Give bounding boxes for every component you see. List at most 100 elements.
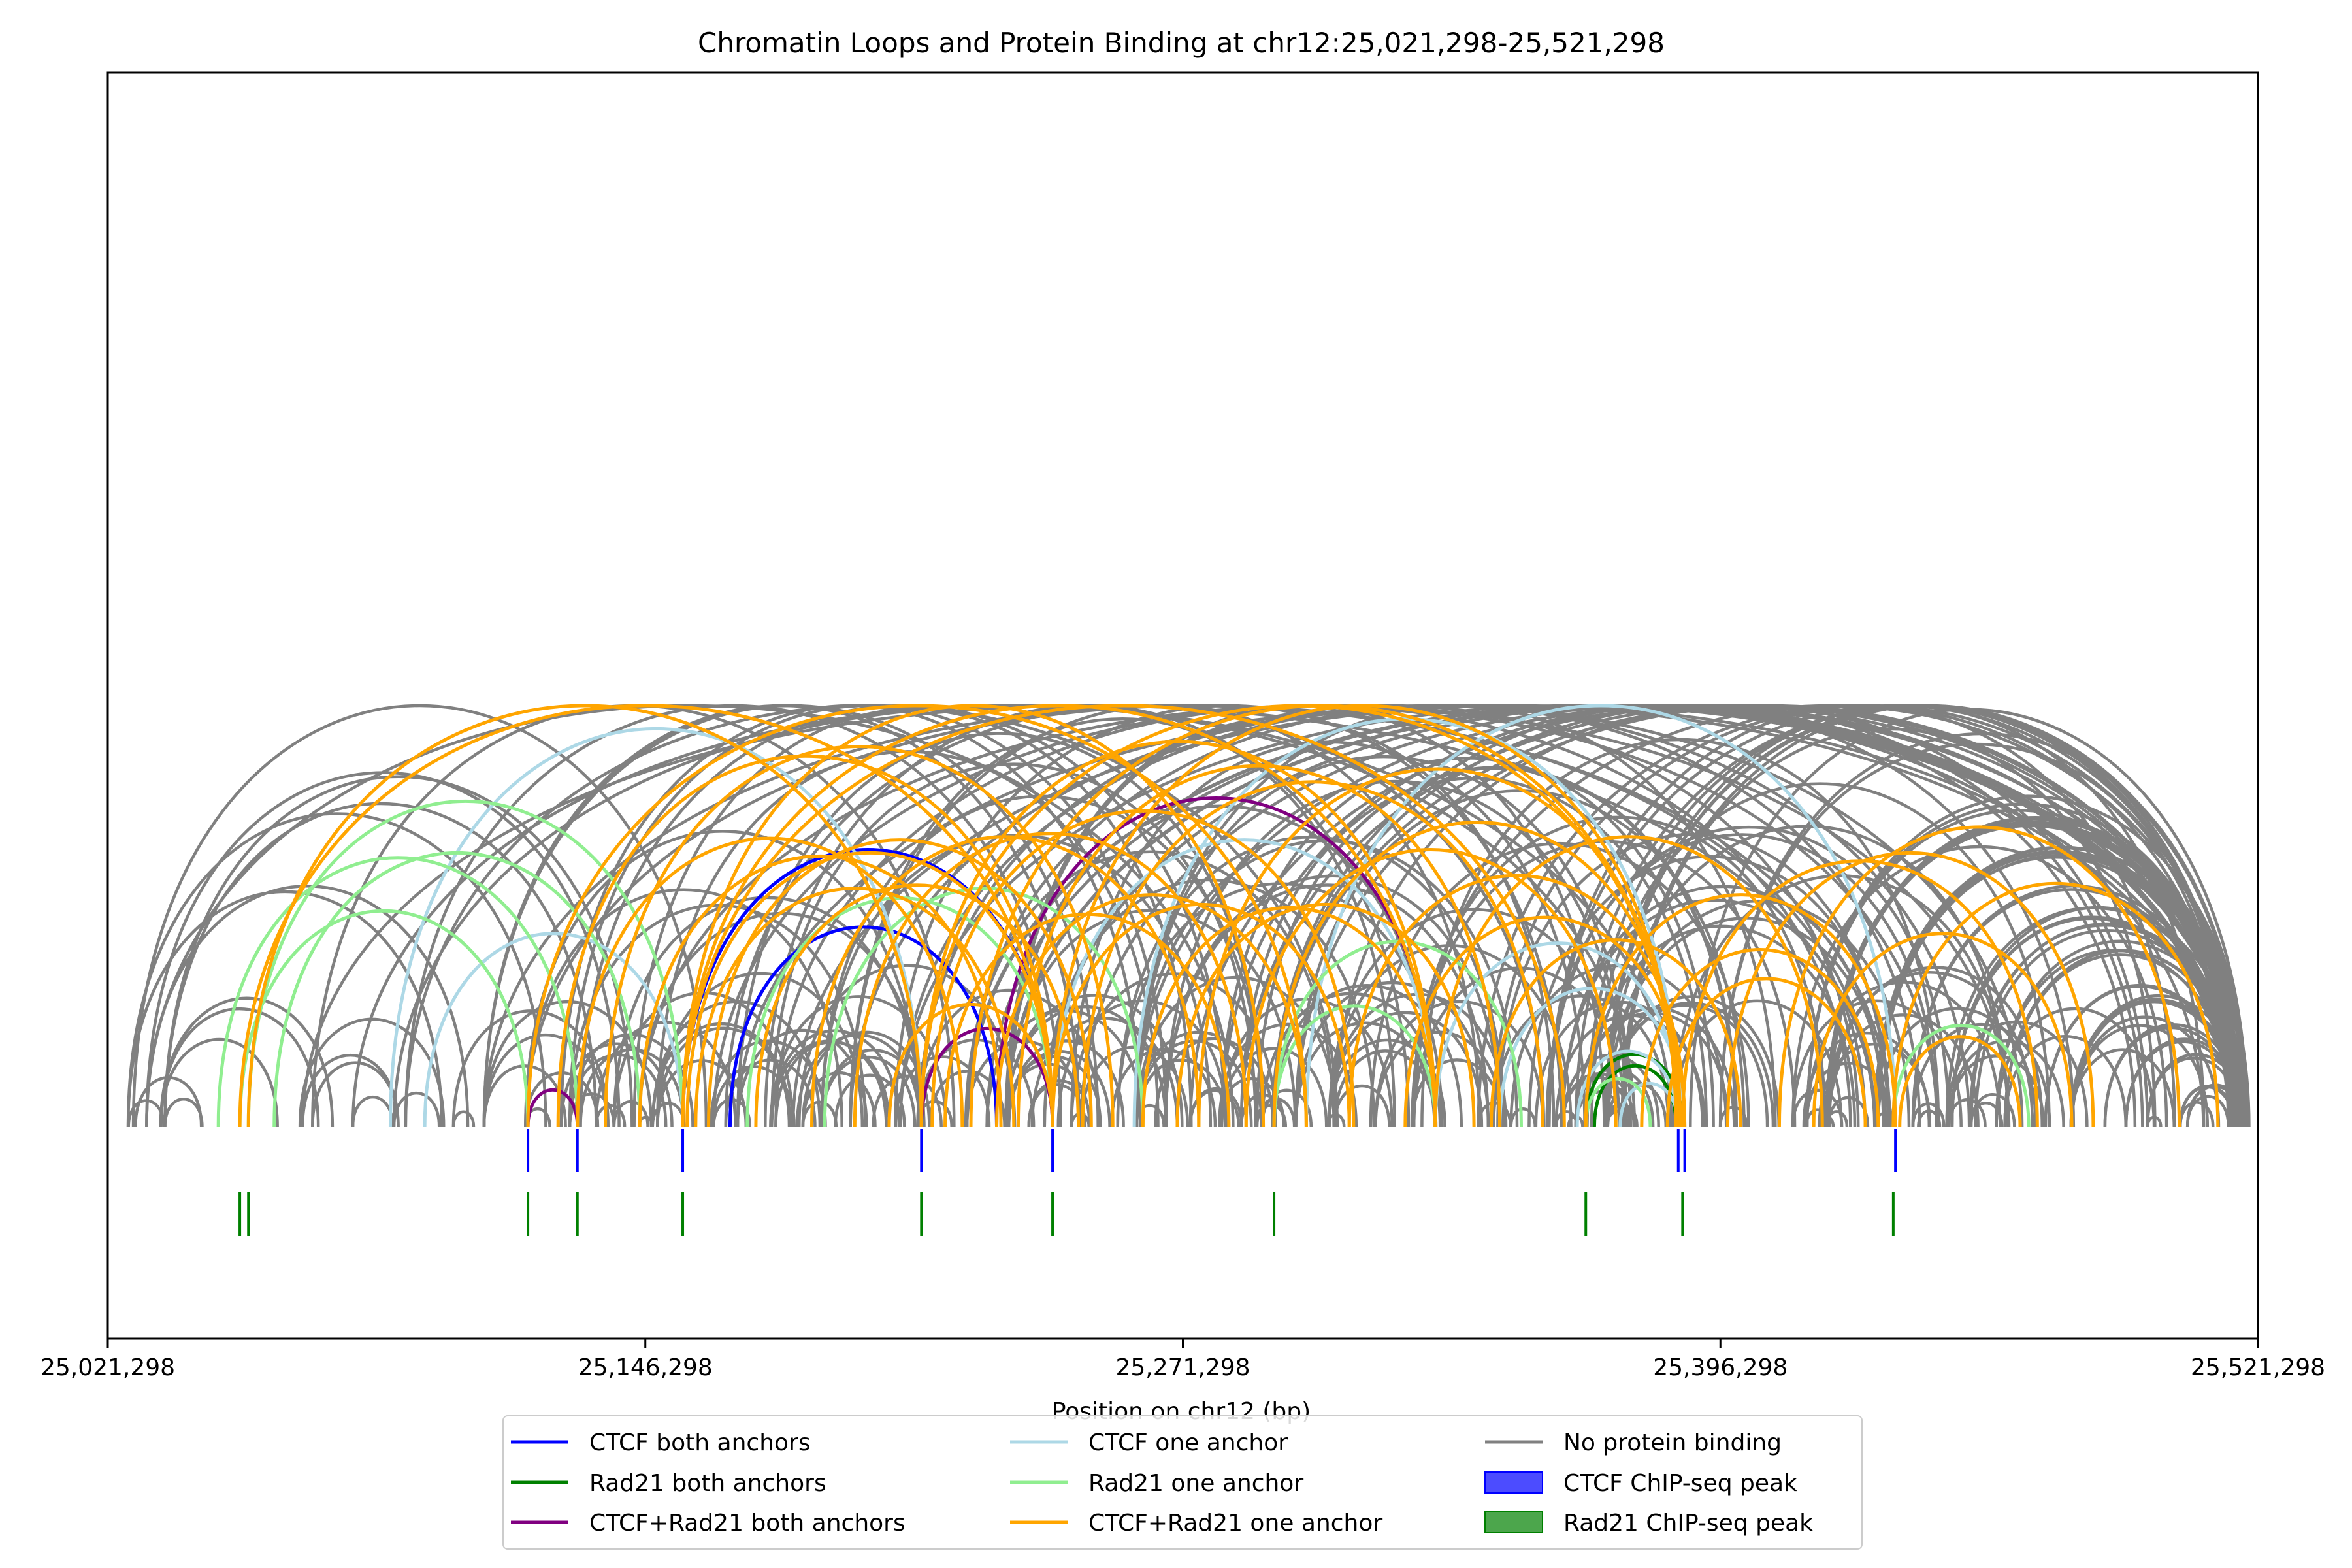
- loop-arc-no-binding: [965, 850, 1335, 1128]
- loop-arc-no-binding: [1603, 1004, 1769, 1128]
- loop-arc-no-binding: [1950, 906, 2246, 1128]
- loop-arc-ctcf-rad21-one-anchor: [1347, 874, 1687, 1128]
- loop-arc-no-binding: [1056, 999, 1228, 1128]
- loop-arc-ctcf-rad21-one-anchor: [809, 835, 1201, 1128]
- loop-arc-rad21-one-anchor: [1891, 1024, 2031, 1128]
- loop-arc-no-binding: [524, 888, 843, 1128]
- loop-arc-no-binding: [1271, 984, 1463, 1128]
- legend: CTCF both anchors Rad21 both anchors CTCF+…: [502, 1415, 1863, 1550]
- loop-arc-ctcf-rad21-one-anchor: [1051, 903, 1351, 1128]
- loop-arc-ctcf-rad21-one-anchor: [1197, 767, 1678, 1128]
- loop-arc-no-binding: [1374, 1000, 1544, 1128]
- loop-arc-no-binding: [1561, 898, 1867, 1128]
- legend-label-ctcf-both-anchors: CTCF both anchors: [589, 1429, 811, 1456]
- loop-arc-no-binding: [2178, 1101, 2215, 1128]
- loop-arc-no-binding: [145, 885, 470, 1128]
- loop-arc-rad21-one-anchor: [246, 800, 685, 1128]
- loop-arc-no-binding: [451, 1110, 476, 1128]
- loop-arc-ctcf-rad21-one-anchor: [1489, 938, 1742, 1128]
- loop-arc-rad21-one-anchor: [1272, 1004, 1437, 1128]
- loop-arc-no-binding: [1805, 794, 2250, 1128]
- loop-arc-ctcf-rad21-one-anchor: [1891, 882, 2220, 1128]
- legend-label-rad21-chip-seq-peak: Rad21 ChIP-seq peak: [1563, 1510, 1813, 1537]
- loop-arc-no-binding: [159, 1037, 279, 1128]
- loop-arc-ctcf-one-anchor: [1433, 941, 1682, 1128]
- loop-arc-no-binding: [1791, 845, 2168, 1128]
- loop-arc-ctcf-rad21-one-anchor: [694, 887, 1016, 1128]
- legend-swatch-ctcf-chip-seq-peak: [1484, 1471, 1543, 1494]
- legend-label-rad21-both-anchors: Rad21 both anchors: [589, 1470, 826, 1497]
- loop-arc-ctcf-rad21-one-anchor: [1141, 906, 1437, 1128]
- loop-arc-ctcf-rad21-one-anchor: [685, 851, 1054, 1128]
- loop-arc-rad21-one-anchor: [1584, 1077, 1652, 1128]
- loop-arc-no-binding: [451, 1009, 610, 1128]
- loop-arc-ctcf-one-anchor: [1575, 1049, 1680, 1128]
- loop-arc-ctcf-rad21-one-anchor: [1665, 977, 1867, 1128]
- loop-arc-ctcf-one-anchor: [1051, 838, 1437, 1128]
- loop-arc-no-binding: [1110, 1047, 1217, 1128]
- loop-arc-no-binding: [1554, 1110, 1578, 1128]
- loop-arc-no-binding: [1805, 1061, 1893, 1128]
- x-tick-label: 25,271,298: [1115, 1354, 1250, 1381]
- loop-arc-ctcf-one-anchor: [423, 932, 685, 1128]
- loop-arc-no-binding: [392, 704, 1637, 1128]
- loop-arc-ctcf-rad21-one-anchor: [1016, 764, 1502, 1128]
- loop-arc-ctcf-rad21-one-anchor: [1403, 915, 1687, 1128]
- x-tick-label: 25,396,298: [1653, 1354, 1788, 1381]
- loop-arc-no-binding: [770, 762, 1258, 1128]
- loop-arc-rad21-one-anchor: [823, 887, 1145, 1128]
- loop-arc-no-binding: [1606, 899, 1911, 1128]
- loop-arc-ctcf-rad21-one-anchor: [681, 704, 1566, 1128]
- loop-arc-no-binding: [1590, 782, 2051, 1128]
- loop-arc-no-binding: [1369, 841, 1750, 1128]
- loop-arc-ctcf-rad21-one-anchor: [1175, 903, 1476, 1128]
- loop-arc-no-binding: [1420, 738, 1940, 1128]
- x-tick-label: 25,021,298: [41, 1354, 175, 1381]
- loop-arc-ctcf-rad21-one-anchor: [853, 832, 1248, 1128]
- loop-arc-no-binding: [126, 890, 444, 1128]
- loop-arc-ctcf-one-anchor: [1132, 717, 1680, 1128]
- loop-arc-no-binding: [568, 904, 867, 1128]
- loop-arc-ctcf-rad21-both-anchors: [919, 1027, 1054, 1128]
- loop-arc-ctcf-both-anchors: [728, 925, 999, 1128]
- loop-arc-no-binding: [1969, 1093, 2016, 1128]
- loop-arc-ctcf-rad21-one-anchor: [1725, 851, 2095, 1128]
- loop-arc-no-binding: [559, 1042, 674, 1128]
- loop-arc-no-binding: [2003, 1034, 2128, 1128]
- loop-arc-ctcf-one-anchor: [388, 727, 923, 1128]
- legend-label-ctcf-chip-seq-peak: CTCF ChIP-seq peak: [1563, 1470, 1797, 1497]
- legend-entries: CTCF both anchors Rad21 both anchors CTCF+…: [511, 1429, 1813, 1537]
- loop-arc-ctcf-rad21-one-anchor: [604, 745, 1115, 1128]
- loop-arc-no-binding: [1791, 999, 1963, 1128]
- loop-arc-no-binding: [1825, 971, 2034, 1128]
- loop-arc-rad21-one-anchor: [272, 851, 642, 1128]
- loop-arc-no-binding: [1220, 757, 1715, 1128]
- legend-label-no-protein-binding: No protein binding: [1563, 1429, 1782, 1456]
- legend-label-ctcf-rad21-one-anchor: CTCF+Rad21 one anchor: [1088, 1510, 1382, 1537]
- loop-arc-no-binding: [1188, 1086, 1243, 1128]
- loop-arc-no-binding: [1164, 779, 1628, 1128]
- loop-arc-ctcf-rad21-one-anchor: [1244, 847, 1618, 1128]
- loop-arc-ctcf-rad21-one-anchor: [681, 704, 1437, 1128]
- x-axis: 25,021,298 25,146,298 25,271,298 25,396,298…: [41, 1339, 2325, 1381]
- loop-arc-no-binding: [1164, 874, 1502, 1128]
- loop-arc-no-binding: [351, 1095, 395, 1128]
- loop-arc-no-binding: [1718, 732, 2247, 1128]
- loop-arc-no-binding: [126, 812, 547, 1128]
- loop-arc-no-binding: [1827, 1013, 1980, 1128]
- loop-arc-no-binding: [1605, 704, 2236, 1128]
- loop-arc-ctcf-rad21-one-anchor: [1898, 1035, 2022, 1128]
- loop-arc-no-binding: [1911, 1022, 2051, 1128]
- loop-arc-no-binding: [1509, 1107, 1537, 1128]
- loop-arc-no-binding: [482, 704, 1100, 1128]
- loop-arc-no-binding: [594, 1103, 627, 1128]
- loop-arc-no-binding: [298, 1017, 446, 1128]
- loop-arc-ctcf-rad21-one-anchor: [246, 704, 923, 1128]
- loop-arc-no-binding: [1606, 1082, 1668, 1128]
- loop-arc-no-binding: [2070, 1015, 2221, 1128]
- chip-peaks-layer: [238, 1129, 1897, 1236]
- loops-layer: [126, 704, 2251, 1128]
- x-tick-label: 25,521,298: [2191, 1354, 2325, 1381]
- loop-arc-no-binding: [894, 1055, 991, 1128]
- loop-arc-no-binding: [1818, 1043, 1932, 1128]
